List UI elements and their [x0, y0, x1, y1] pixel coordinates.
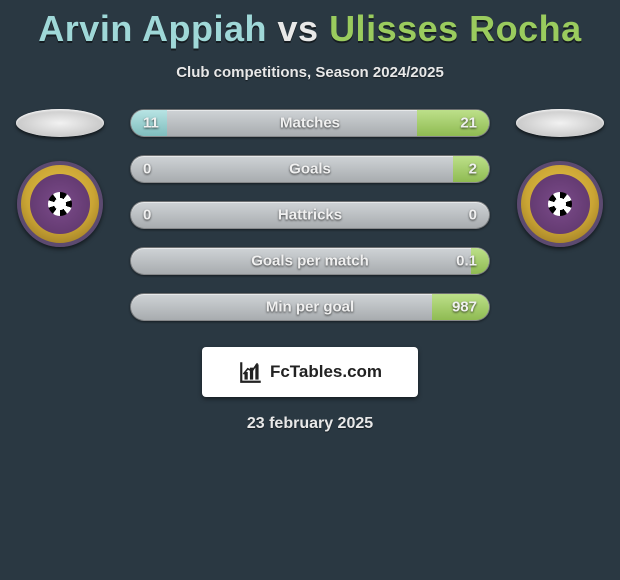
logo-text: FcTables.com — [270, 362, 382, 382]
stat-value-right: 987 — [452, 299, 477, 316]
stat-value-right: 0.1 — [456, 253, 477, 270]
player2-shadow — [516, 109, 604, 137]
stat-label: Min per goal — [266, 299, 354, 316]
stat-value-right: 21 — [460, 115, 477, 132]
player2-club-badge — [517, 161, 603, 247]
stat-label: Goals per match — [251, 253, 369, 270]
page-title: Arvin Appiah vs Ulisses Rocha — [0, 0, 620, 50]
stat-row: Goals per match 0.1 — [130, 247, 490, 275]
subtitle: Club competitions, Season 2024/2025 — [0, 64, 620, 81]
stat-label: Hattricks — [278, 207, 342, 224]
chart-icon — [238, 359, 264, 385]
player2-name: Ulisses Rocha — [329, 8, 582, 49]
date-label: 23 february 2025 — [0, 415, 620, 433]
stat-value-left: 11 — [143, 115, 159, 132]
player1-club-badge — [17, 161, 103, 247]
stat-row: Goals 0 2 — [130, 155, 490, 183]
stat-value-right: 0 — [469, 207, 477, 224]
stat-label: Matches — [280, 115, 340, 132]
vs-label: vs — [278, 8, 319, 49]
player1-column — [0, 109, 120, 247]
stat-label: Goals — [289, 161, 331, 178]
site-logo: FcTables.com — [202, 347, 418, 397]
player1-name: Arvin Appiah — [38, 8, 267, 49]
stat-value-left: 0 — [143, 161, 151, 178]
bar-fill-right — [417, 110, 489, 136]
stat-rows: Matches 11 21 Goals 0 2 Hattricks 0 0 Goals per m… — [130, 109, 490, 321]
stat-value-right: 2 — [469, 161, 477, 178]
stat-row: Hattricks 0 0 — [130, 201, 490, 229]
player1-shadow — [16, 109, 104, 137]
player2-column — [500, 109, 620, 247]
stat-value-left: 0 — [143, 207, 151, 224]
stat-row: Min per goal 987 — [130, 293, 490, 321]
comparison-arena: Matches 11 21 Goals 0 2 Hattricks 0 0 Goals per m… — [0, 109, 620, 321]
stat-row: Matches 11 21 — [130, 109, 490, 137]
